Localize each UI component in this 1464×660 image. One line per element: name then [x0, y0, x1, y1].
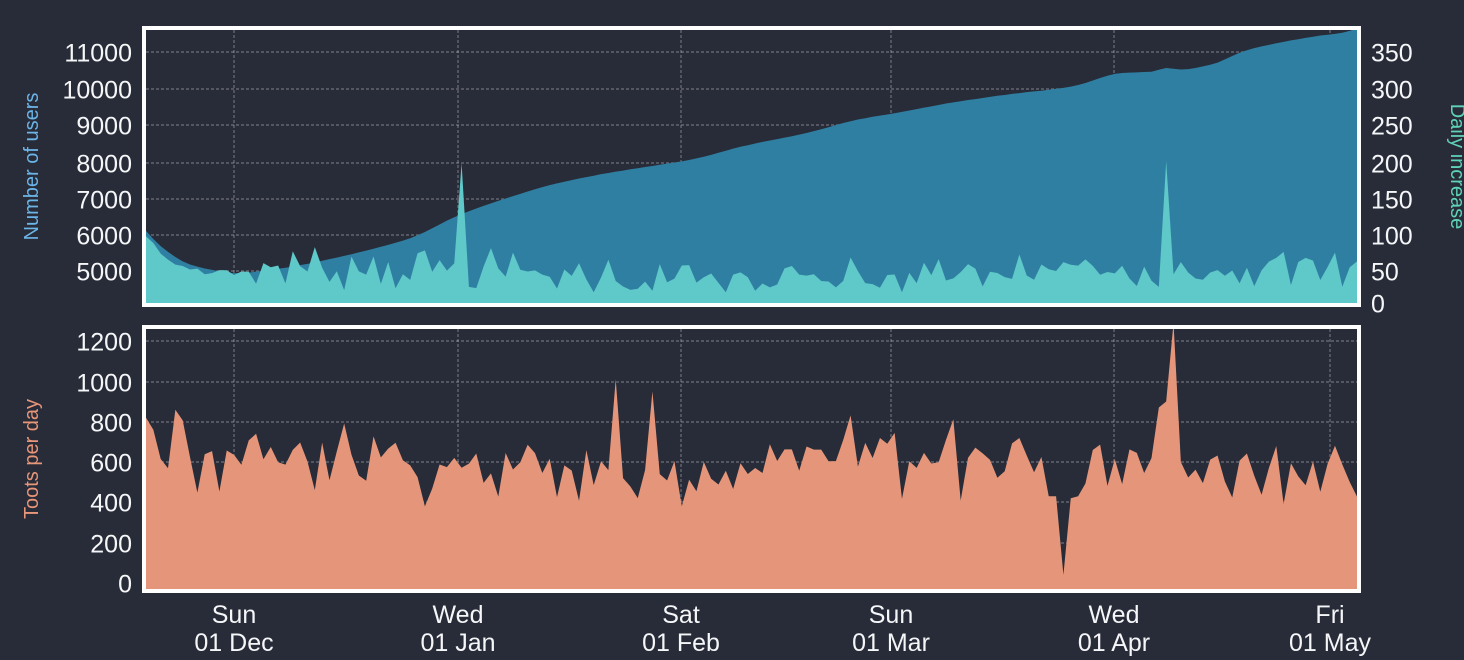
svg-text:250: 250 [1371, 113, 1413, 141]
svg-text:200: 200 [1371, 151, 1413, 179]
svg-text:Toots per day: Toots per day [21, 399, 43, 519]
svg-text:01 Jan: 01 Jan [420, 629, 495, 657]
svg-text:01 May: 01 May [1289, 629, 1371, 657]
svg-text:Wed: Wed [433, 601, 484, 629]
svg-text:100: 100 [1371, 223, 1413, 251]
svg-text:50: 50 [1371, 259, 1399, 287]
svg-text:1000: 1000 [76, 370, 132, 398]
svg-text:800: 800 [90, 410, 132, 438]
svg-text:01 Feb: 01 Feb [642, 629, 720, 657]
svg-text:Wed: Wed [1089, 601, 1140, 629]
svg-text:Sun: Sun [212, 601, 256, 629]
svg-text:1200: 1200 [76, 329, 132, 357]
svg-text:01 Mar: 01 Mar [852, 629, 930, 657]
svg-text:6000: 6000 [76, 223, 132, 251]
svg-text:150: 150 [1371, 187, 1413, 215]
svg-text:01 Dec: 01 Dec [194, 629, 273, 657]
svg-text:Daily increase: Daily increase [1446, 104, 1464, 230]
svg-text:5000: 5000 [76, 259, 132, 287]
svg-text:Sat: Sat [662, 601, 700, 629]
svg-text:200: 200 [90, 531, 132, 559]
svg-text:350: 350 [1371, 40, 1413, 68]
svg-text:8000: 8000 [76, 151, 132, 179]
svg-text:7000: 7000 [76, 187, 132, 215]
svg-text:Number of users: Number of users [21, 93, 43, 241]
svg-text:0: 0 [118, 571, 132, 599]
svg-text:300: 300 [1371, 77, 1413, 105]
svg-text:Sun: Sun [869, 601, 913, 629]
svg-text:Fri: Fri [1315, 601, 1344, 629]
svg-text:400: 400 [90, 490, 132, 518]
svg-text:11000: 11000 [64, 40, 132, 68]
svg-text:600: 600 [90, 450, 132, 478]
svg-text:01 Apr: 01 Apr [1078, 629, 1150, 657]
svg-text:9000: 9000 [76, 113, 132, 141]
svg-text:0: 0 [1371, 291, 1385, 319]
svg-text:10000: 10000 [62, 77, 132, 105]
